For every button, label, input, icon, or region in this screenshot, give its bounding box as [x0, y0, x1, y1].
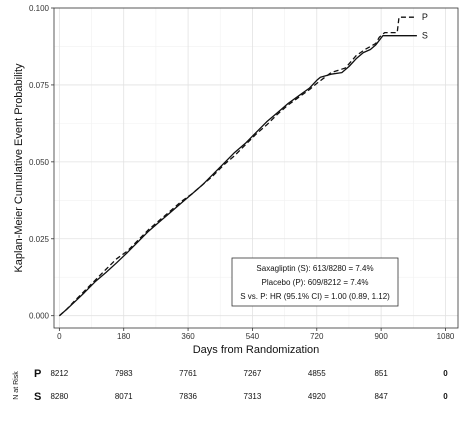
risk-value: 7983 — [115, 369, 133, 378]
risk-value: 7836 — [179, 392, 197, 401]
y-tick-label: 0.000 — [29, 312, 50, 321]
risk-value: 8071 — [115, 392, 133, 401]
x-tick-label: 720 — [310, 332, 324, 341]
risk-value: 8280 — [50, 392, 68, 401]
series-end-label: P — [422, 12, 428, 22]
risk-value: 7267 — [244, 369, 262, 378]
x-tick-label: 180 — [117, 332, 131, 341]
plot-border — [53, 7, 459, 329]
x-tick-label: 0 — [57, 332, 62, 341]
risk-row-name: S — [34, 391, 41, 403]
x-axis-title: Days from Randomization — [193, 344, 320, 356]
stats-box — [231, 257, 399, 307]
risk-value: 0 — [443, 369, 448, 378]
risk-value: 0 — [443, 392, 448, 401]
risk-value: 847 — [374, 392, 388, 401]
risk-value: 8212 — [50, 369, 68, 378]
x-tick-label: 360 — [181, 332, 195, 341]
series-end-label: S — [422, 31, 428, 41]
y-tick-label: 0.100 — [29, 4, 50, 13]
risk-row-name: P — [34, 368, 41, 380]
risk-table-label: N at Risk — [13, 371, 20, 400]
risk-value: 4920 — [308, 392, 326, 401]
y-tick-label: 0.075 — [29, 81, 50, 90]
risk-value: 4855 — [308, 369, 326, 378]
y-tick-label: 0.050 — [29, 158, 50, 167]
stats-line: Saxagliptin (S): 613/8280 = 7.4% — [256, 264, 373, 273]
risk-value: 851 — [374, 369, 388, 378]
y-tick-label: 0.025 — [29, 235, 50, 244]
x-tick-label: 1080 — [437, 332, 455, 341]
risk-value: 7313 — [244, 392, 262, 401]
series-line-P — [58, 16, 417, 317]
risk-value: 7761 — [179, 369, 197, 378]
x-tick-label: 900 — [374, 332, 388, 341]
y-axis-title: Kaplan-Meier Cumulative Event Probabilit… — [13, 63, 25, 273]
stats-line: S vs. P: HR (95.1% CI) = 1.00 (0.89, 1.1… — [240, 292, 390, 301]
stats-line: Placebo (P): 609/8212 = 7.4% — [262, 278, 369, 287]
series-line-S — [58, 35, 417, 317]
x-tick-label: 540 — [246, 332, 260, 341]
